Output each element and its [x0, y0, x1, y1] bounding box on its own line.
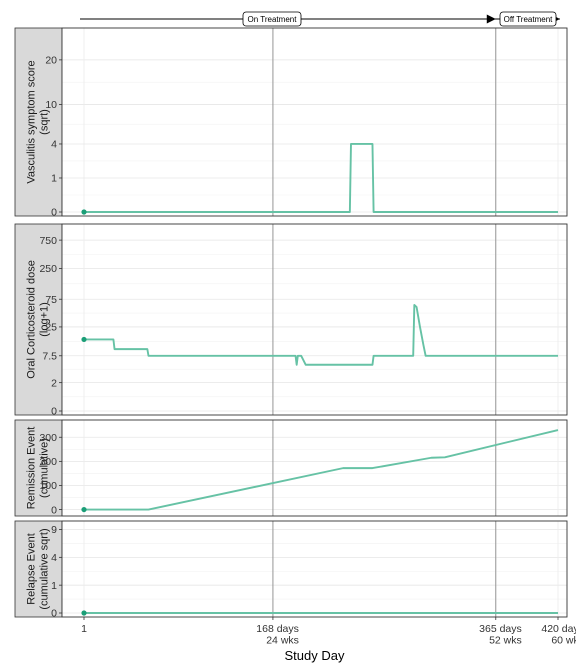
y-tick-label: 0	[51, 406, 57, 418]
panel-border	[61, 223, 568, 416]
x-tick-label: 1	[81, 623, 87, 635]
x-tick-label: 60 wks	[551, 635, 576, 647]
baseline-point	[81, 209, 87, 215]
panel-1: Vasculitis symptom score(sqrt) 0 1 4 10 20	[14, 27, 568, 219]
timeline-arrowhead-phase	[486, 14, 496, 24]
phase-label: On Treatment	[248, 15, 298, 24]
baseline-point	[81, 506, 87, 513]
y-tick-label: 1	[51, 580, 57, 592]
panel-ylabel: Remission Event(cumulative)	[26, 427, 51, 510]
y-tick-label: 25	[45, 322, 57, 334]
panel-ylabel-line: Oral Corticosteroid dose	[26, 260, 38, 379]
panel-plot-area	[62, 224, 567, 415]
y-tick-label: 4	[51, 139, 57, 151]
panel-2: Oral Corticosteroid dose(log+1) 0 2 7.5 25 75…	[14, 223, 568, 418]
panel-ylabel-line: Vasculitis symptom score	[26, 60, 38, 183]
y-tick-label: 200	[39, 456, 57, 468]
panel-strip	[14, 419, 63, 517]
y-tick-label: 0	[51, 608, 57, 620]
panel-3: Remission Event(cumulative)0 100 200 300	[14, 419, 568, 517]
panel-ylabel: Vasculitis symptom score(sqrt)	[26, 60, 51, 183]
x-tick-label: 168 days	[256, 623, 299, 635]
y-tick-label: 0	[51, 207, 57, 219]
panel-strip	[14, 223, 63, 416]
y-tick-label: 2	[51, 377, 57, 389]
x-tick-label: 52 wks	[489, 635, 522, 647]
panel-ylabel-line: (sqrt)	[38, 109, 50, 135]
panel-border	[61, 520, 568, 618]
y-tick-label: 9	[51, 524, 57, 536]
panel-ylabel-line: (cumulative)	[38, 438, 50, 498]
x-tick-label: 420 days	[541, 623, 576, 635]
panel-border	[61, 419, 568, 517]
x-tick-label: 24 wks	[266, 635, 299, 647]
y-tick-label: 0	[51, 504, 57, 516]
y-tick-label: 750	[39, 235, 57, 247]
x-tick-label: 365 days	[479, 623, 522, 635]
y-tick-label: 75	[45, 294, 57, 306]
phase-label-box	[499, 11, 557, 27]
panel-plot-area	[62, 28, 567, 216]
baseline-point	[81, 610, 87, 616]
series-line	[84, 143, 558, 213]
panel-ylabel-line: Remission Event	[26, 427, 38, 510]
panel-ylabel-line: (cumulative sqrt)	[38, 528, 50, 609]
y-tick-label: 4	[51, 552, 57, 564]
panel-ylabel-line: (log+1)	[38, 302, 50, 337]
series-line	[84, 303, 558, 366]
y-tick-label: 300	[39, 432, 57, 444]
panel-ylabel-line: Relapse Event	[26, 533, 38, 605]
panel-4: Relapse Event(cumulative sqrt)0 1 4 9	[14, 520, 568, 620]
panel-border	[61, 27, 568, 217]
y-tick-label: 250	[39, 263, 57, 275]
panel-ylabel: Oral Corticosteroid dose(log+1)	[26, 260, 51, 379]
panel-ylabel: Relapse Event(cumulative sqrt)	[26, 528, 51, 609]
phase-label: Off Treatment	[504, 15, 554, 24]
panel-plot-area	[62, 420, 567, 516]
x-axis-title: Study Day	[285, 648, 345, 663]
phase-label-box	[242, 11, 302, 27]
y-tick-label: 20	[45, 55, 57, 67]
panel-plot-area	[62, 521, 567, 617]
series-line	[84, 429, 559, 511]
y-tick-label: 7.5	[42, 350, 57, 362]
y-tick-label: 1	[51, 173, 57, 185]
baseline-point	[81, 336, 87, 343]
y-tick-label: 10	[45, 99, 57, 111]
y-tick-label: 100	[39, 480, 57, 492]
panel-strip	[14, 27, 63, 217]
